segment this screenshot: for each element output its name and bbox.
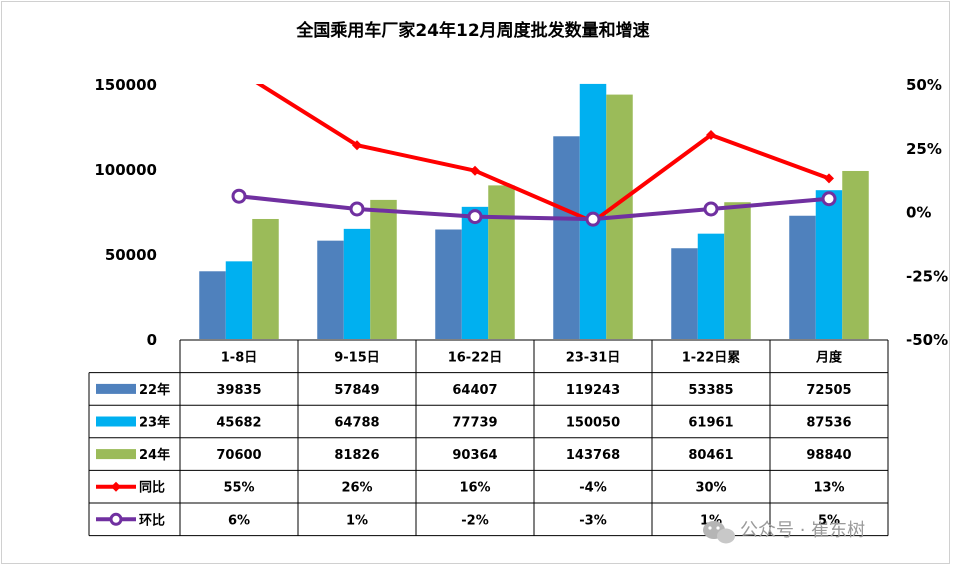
marker-环比 bbox=[349, 201, 365, 217]
watermark: 公众号 · 崔东树 bbox=[703, 520, 865, 544]
table-cell: 81826 bbox=[334, 448, 379, 463]
chart-title: 全国乘用车厂家24年12月周度批发数量和增速 bbox=[295, 20, 649, 41]
marker-环比 bbox=[585, 211, 601, 227]
marker-同比 bbox=[234, 66, 244, 76]
table-cell: -4% bbox=[579, 481, 606, 496]
bar-23年 bbox=[579, 83, 607, 339]
legend-label: 同比 bbox=[139, 480, 165, 496]
bar-23年 bbox=[815, 190, 843, 339]
wechat-icon bbox=[703, 521, 735, 544]
legend-label: 22年 bbox=[139, 382, 170, 398]
bar-23年 bbox=[461, 206, 489, 339]
line-同比 bbox=[255, 84, 830, 224]
table-cell: -2% bbox=[461, 513, 488, 528]
legend-label: 24年 bbox=[139, 447, 170, 463]
y2-tick-label: -50% bbox=[906, 331, 948, 349]
table-cell: 64788 bbox=[334, 416, 379, 431]
table-cell: 80461 bbox=[688, 448, 733, 463]
bar-24年 bbox=[370, 199, 397, 339]
legend-marker-同比 bbox=[111, 481, 121, 492]
category-label: 1-22日累 bbox=[682, 349, 741, 365]
table-cell: 6% bbox=[228, 513, 250, 528]
table-cell: 1% bbox=[346, 513, 368, 528]
table-cell: 119243 bbox=[566, 383, 620, 398]
y2-tick-label: 25% bbox=[906, 140, 942, 158]
watermark-text: 公众号 · 崔东树 bbox=[740, 520, 865, 541]
table-cell: 53385 bbox=[688, 383, 733, 398]
legend-key-23年 bbox=[96, 416, 136, 427]
table-cell: 57849 bbox=[334, 383, 379, 398]
y-tick-label: 0 bbox=[147, 331, 157, 349]
bar-22年 bbox=[199, 271, 226, 339]
y-tick-label: 150000 bbox=[94, 76, 157, 94]
bar-23年 bbox=[225, 261, 253, 339]
y2-tick-label: 0% bbox=[906, 204, 931, 222]
table-cell: 72505 bbox=[806, 383, 851, 398]
bar-24年 bbox=[488, 185, 515, 339]
legend-label: 环比 bbox=[139, 512, 165, 528]
table-cell: 55% bbox=[223, 481, 254, 496]
table-cell: 61961 bbox=[688, 416, 733, 431]
legend-key-22年 bbox=[96, 383, 136, 394]
bar-24年 bbox=[252, 218, 279, 339]
y-tick-label: 100000 bbox=[94, 161, 157, 179]
bar-23年 bbox=[697, 233, 725, 339]
category-label: 1-8日 bbox=[221, 350, 258, 365]
bar-22年 bbox=[317, 240, 344, 339]
legend-label: 23年 bbox=[139, 415, 170, 431]
marker-环比 bbox=[821, 191, 837, 207]
marker-同比 bbox=[352, 140, 362, 151]
category-label: 16-22日 bbox=[448, 350, 503, 365]
table-cell: 150050 bbox=[566, 416, 620, 431]
table-cell: 30% bbox=[695, 481, 726, 496]
y2-tick-label: 50% bbox=[906, 76, 942, 94]
table-cell: 98840 bbox=[806, 448, 851, 463]
table-cell: 13% bbox=[813, 481, 844, 496]
line-group-环比 bbox=[231, 188, 837, 227]
marker-同比 bbox=[824, 173, 834, 184]
table-cell: 26% bbox=[341, 481, 372, 496]
legend-marker-环比 bbox=[109, 512, 123, 526]
marker-同比 bbox=[470, 165, 480, 176]
bar-22年 bbox=[789, 215, 816, 339]
marker-环比 bbox=[467, 209, 483, 225]
bar-22年 bbox=[553, 136, 580, 339]
bar-24年 bbox=[842, 170, 869, 339]
table-cell: 64407 bbox=[452, 383, 497, 398]
marker-环比 bbox=[231, 188, 247, 204]
bar-22年 bbox=[671, 248, 698, 339]
table-cell: 16% bbox=[459, 481, 490, 496]
table-cell: 39835 bbox=[216, 383, 261, 398]
table-cell: 90364 bbox=[452, 448, 497, 463]
line-环比 bbox=[238, 194, 830, 222]
marker-同比 bbox=[706, 130, 716, 140]
category-label: 9-15日 bbox=[334, 350, 380, 365]
bar-24年 bbox=[724, 202, 751, 339]
category-label: 23-31日 bbox=[566, 350, 621, 365]
bar-23年 bbox=[343, 228, 371, 339]
marker-环比 bbox=[703, 201, 719, 217]
data-table: 1-8日 9-15日 16-22日 23-31日 1-22日累 月度 22年 39835 578… bbox=[88, 339, 889, 537]
table-cell: 5% bbox=[818, 513, 840, 528]
category-label: 月度 bbox=[815, 349, 843, 365]
bar-22年 bbox=[435, 229, 462, 339]
table-cell: 77739 bbox=[452, 416, 497, 431]
table-cell: -3% bbox=[579, 513, 606, 528]
y2-tick-label: -25% bbox=[906, 267, 948, 285]
table-cell: 45682 bbox=[216, 416, 261, 431]
y-tick-label: 50000 bbox=[105, 246, 157, 264]
table-cell: 87536 bbox=[806, 416, 851, 431]
table-cell: 70600 bbox=[216, 448, 261, 463]
legend-key-24年 bbox=[96, 449, 136, 460]
table-cell: 143768 bbox=[566, 448, 620, 463]
plot-area: 150000 100000 50000 0 50% 25% 0% -25% -50% bbox=[94, 66, 948, 349]
